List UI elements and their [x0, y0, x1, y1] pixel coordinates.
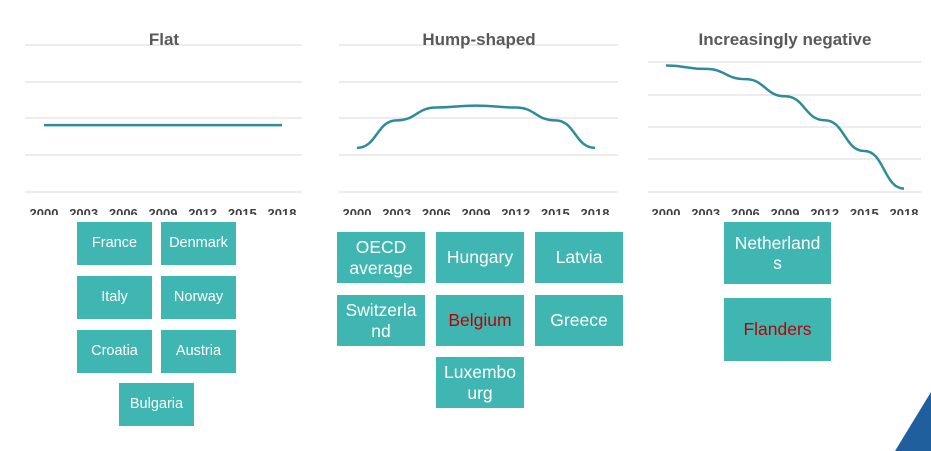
x-tick-label: 2018	[890, 206, 919, 215]
x-tick-label: 2003	[691, 206, 720, 215]
country-box-croatia: Croatia	[77, 330, 152, 373]
country-box-norway: Norway	[161, 276, 236, 319]
x-tick-label: 2006	[109, 206, 138, 215]
country-box-italy: Italy	[77, 276, 152, 319]
chart-flat-plot: 2000 2003 2006 2009 2012 2015 2018	[25, 44, 302, 215]
country-box-greece: Greece	[535, 295, 623, 346]
country-box-bulgaria: Bulgaria	[119, 383, 194, 426]
x-tick-label: 2003	[382, 206, 411, 215]
x-tick-label: 2009	[462, 206, 491, 215]
country-box-luxembourg: Luxembo urg	[436, 357, 524, 408]
chart-flat: 2000 2003 2006 2009 2012 2015 2018 Flat	[20, 0, 308, 215]
x-tick-label: 2015	[228, 206, 257, 215]
chart-hump-title: Hump-shaped	[422, 30, 536, 49]
country-box-flanders: Flanders	[724, 298, 831, 361]
chart-negative-title: Increasingly negative	[698, 30, 872, 49]
chart-negative-plot: 2000 2003 2006 2009 2012 2015 2018	[648, 61, 921, 215]
country-box-latvia: Latvia	[535, 232, 623, 283]
series-line	[356, 104, 596, 150]
corner-triangle-shape	[895, 392, 931, 451]
chart-negative: 2000 2003 2006 2009 2012 2015 2018 Increasingl…	[643, 0, 927, 215]
x-tick-label: 2000	[652, 206, 681, 215]
x-tick-label: 2003	[69, 206, 98, 215]
country-box-france: France	[77, 222, 152, 265]
country-box-netherlands: Netherland s	[724, 222, 831, 284]
x-tick-label: 2018	[268, 206, 297, 215]
country-box-hungary: Hungary	[436, 232, 524, 283]
series-line	[665, 64, 905, 190]
x-tick-label: 2006	[422, 206, 451, 215]
x-tick-label: 2015	[850, 206, 879, 215]
x-tick-label: 2000	[343, 206, 372, 215]
country-box-denmark: Denmark	[161, 222, 236, 265]
chart-hump: 2000 2003 2006 2009 2012 2015 2018 Hump-shaped	[334, 0, 624, 215]
country-box-oecd-average: OECD average	[337, 232, 425, 283]
x-tick-label: 2012	[188, 206, 217, 215]
x-tick-label: 2000	[30, 206, 59, 215]
chart-flat-title: Flat	[148, 30, 180, 49]
country-box-austria: Austria	[161, 330, 236, 373]
x-tick-label: 2009	[771, 206, 800, 215]
chart-hump-plot: 2000 2003 2006 2009 2012 2015 2018	[339, 44, 618, 215]
country-box-belgium: Belgium	[436, 295, 524, 346]
x-tick-label: 2018	[581, 206, 610, 215]
x-tick-label: 2012	[501, 206, 530, 215]
country-box-switzerland: Switzerla nd	[337, 295, 425, 346]
x-tick-label: 2009	[149, 206, 178, 215]
x-tick-label: 2006	[731, 206, 760, 215]
x-tick-label: 2015	[541, 206, 570, 215]
x-tick-label: 2012	[810, 206, 839, 215]
